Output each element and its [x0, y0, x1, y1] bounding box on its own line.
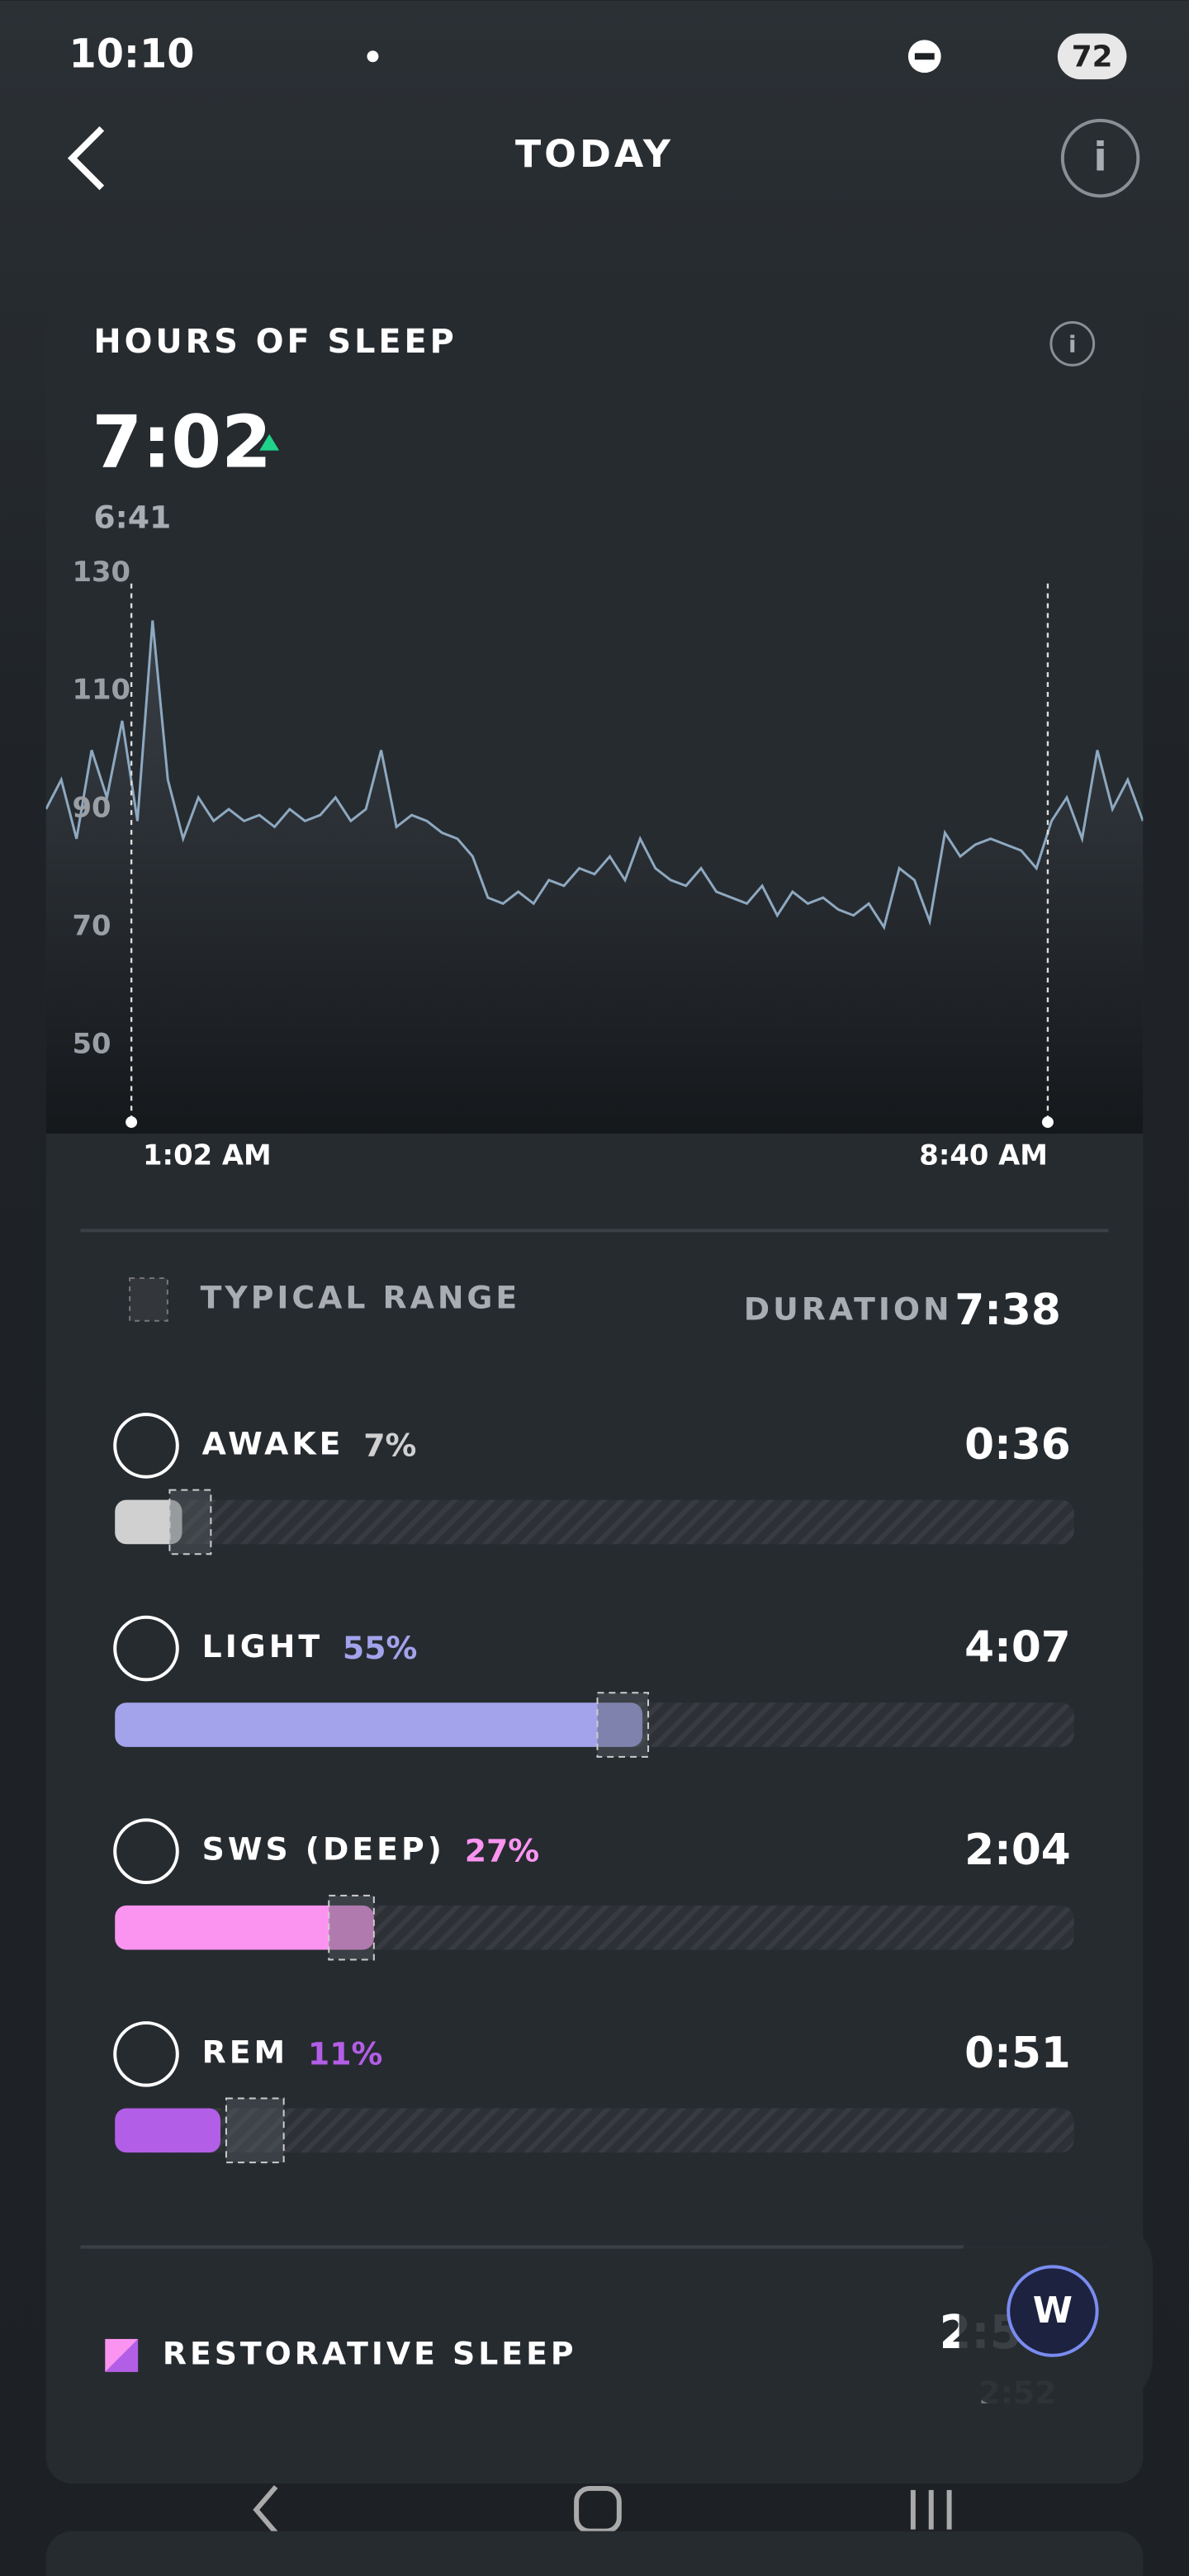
typical-range: [168, 1489, 212, 1556]
card-info[interactable]: i: [1049, 321, 1096, 367]
x-label: 1:02 AM: [143, 1139, 272, 1171]
stage-bar: [115, 2108, 220, 2153]
duration-value: 7:38: [955, 1286, 1061, 1335]
info-button[interactable]: i: [1060, 118, 1140, 198]
stage-name: LIGHT: [202, 1628, 323, 1664]
session-dot: [1041, 1116, 1054, 1129]
y-tick-label: 50: [73, 1027, 111, 1059]
typical-range: [596, 1692, 650, 1758]
stage-bar: [115, 1905, 374, 1950]
nav-recents[interactable]: [910, 2489, 952, 2530]
stage-bar: [115, 1702, 643, 1747]
stage-percent: 55%: [343, 1630, 417, 1666]
trend-up: [259, 433, 280, 451]
card-title: HOURS OF SLEEP: [93, 323, 457, 361]
svg-text:i: i: [1093, 135, 1106, 181]
stage-time: 0:36: [964, 1420, 1071, 1470]
back-button[interactable]: [67, 125, 105, 191]
battery: [1057, 33, 1127, 80]
stage-toggle[interactable]: [113, 1615, 179, 1682]
status-dot: [367, 50, 379, 63]
previous-hours: 6:41: [93, 500, 171, 536]
next-card: [45, 2531, 1144, 2576]
heart-rate-line: [45, 620, 1144, 930]
stage-track: [115, 2108, 1074, 2153]
stage-percent: 11%: [308, 2035, 382, 2072]
stage-track: [115, 1499, 1074, 1545]
sleep-hours: 7:02: [92, 400, 272, 485]
stage-name: SWS (DEEP): [202, 1831, 445, 1868]
stage-percent: 27%: [465, 1833, 539, 1869]
stage-time: 2:04: [964, 1825, 1071, 1875]
battery-level: 72: [1072, 40, 1113, 73]
svg-text:W: W: [1033, 2290, 1073, 2332]
duration-label: DURATION: [744, 1290, 953, 1327]
typical-range: [328, 1894, 375, 1961]
stage-time: 4:07: [964, 1623, 1071, 1673]
nav-back[interactable]: [253, 2484, 278, 2535]
status-time: 10:10: [69, 31, 195, 77]
stage-name: AWAKE: [202, 1425, 344, 1461]
y-tick-label: 90: [73, 792, 111, 824]
svg-text:i: i: [1068, 330, 1077, 358]
typical-range: [225, 2097, 285, 2164]
y-tick-label: 110: [73, 674, 131, 706]
line-area: [45, 620, 1144, 1134]
stage-toggle[interactable]: [113, 2021, 179, 2087]
restorative-icon: [105, 2338, 139, 2372]
x-label: 8:40 AM: [919, 1139, 1048, 1171]
typical-range-swatch: [129, 1277, 168, 1322]
session-dot: [126, 1116, 138, 1129]
stage-toggle[interactable]: [113, 1818, 179, 1884]
stage-percent: 7%: [363, 1427, 416, 1463]
y-tick-label: 130: [73, 556, 131, 588]
stage-toggle[interactable]: [113, 1413, 179, 1479]
assistant-button[interactable]: W: [1007, 2265, 1099, 2357]
stage-bar: [115, 1499, 182, 1545]
stage-name: REM: [202, 2034, 288, 2070]
restorative-label: RESTORATIVE SLEEP: [163, 2335, 577, 2371]
typical-range-label: TYPICAL RANGE: [201, 1279, 521, 1315]
page-title: TODAY: [515, 132, 674, 176]
card: [45, 279, 1144, 2484]
y-tick-label: 70: [73, 909, 111, 941]
stage-time: 0:51: [964, 2029, 1071, 2078]
